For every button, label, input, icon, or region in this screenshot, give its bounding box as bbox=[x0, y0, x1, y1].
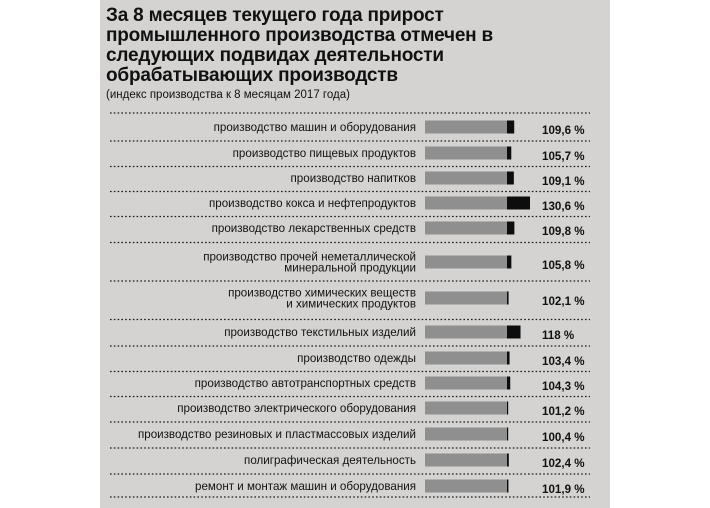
value-label: 130,6 % bbox=[542, 200, 585, 213]
base-bar bbox=[425, 453, 507, 467]
category-label: производство химических веществ bbox=[228, 287, 416, 300]
growth-bar bbox=[507, 120, 515, 134]
growth-bar bbox=[507, 401, 509, 415]
category-label: минеральной продукции bbox=[284, 262, 416, 275]
value-label: 101,2 % bbox=[542, 405, 585, 418]
category-label: производство текстильных изделий bbox=[224, 326, 416, 339]
base-bar bbox=[425, 427, 507, 441]
value-label: 102,4 % bbox=[542, 457, 585, 470]
base-bar bbox=[425, 376, 507, 390]
growth-bar bbox=[507, 171, 514, 185]
value-label: 102,1 % bbox=[542, 295, 585, 308]
growth-bar bbox=[507, 453, 509, 467]
growth-bar bbox=[507, 255, 512, 269]
base-bar bbox=[425, 401, 507, 415]
base-bar bbox=[425, 479, 507, 493]
chart-title: За 8 месяцев текущего года прирост промы… bbox=[106, 5, 494, 86]
growth-bar bbox=[507, 427, 509, 441]
value-label: 104,3 % bbox=[542, 380, 585, 393]
base-bar bbox=[425, 255, 507, 269]
growth-bar bbox=[507, 196, 530, 210]
growth-bar bbox=[507, 146, 512, 160]
category-label: производство лекарственных средств bbox=[212, 222, 416, 235]
bar-chart: производство машин и оборудования 109,6 %… bbox=[110, 112, 590, 498]
category-label: производство одежды bbox=[297, 352, 416, 365]
category-label: и химических продуктов bbox=[286, 298, 416, 311]
chart-background bbox=[100, 0, 610, 508]
value-label: 101,9 % bbox=[542, 483, 585, 496]
growth-bar bbox=[507, 376, 511, 390]
growth-bar bbox=[507, 291, 509, 305]
category-label: производство прочей неметаллической bbox=[203, 251, 416, 264]
growth-bar bbox=[507, 479, 509, 493]
value-label: 105,7 % bbox=[542, 150, 585, 163]
base-bar bbox=[425, 120, 507, 134]
value-label: 109,6 % bbox=[542, 124, 585, 137]
category-label: ремонт и монтаж машин и оборудования bbox=[195, 480, 416, 493]
value-label: 105,8 % bbox=[542, 259, 585, 272]
base-bar bbox=[425, 146, 507, 160]
category-label: полиграфическая деятельность bbox=[244, 454, 416, 467]
category-label: производство автотранспортных средств bbox=[195, 377, 416, 390]
base-bar bbox=[425, 196, 507, 210]
category-label: производство электрического оборудования bbox=[177, 402, 416, 415]
category-label: производство кокса и нефтепродуктов bbox=[209, 197, 416, 210]
category-label: производство пищевых продуктов bbox=[233, 147, 416, 160]
category-label: производство напитков bbox=[291, 172, 416, 185]
category-label: производство машин и оборудования bbox=[214, 121, 416, 134]
base-bar bbox=[425, 171, 507, 185]
base-bar bbox=[425, 325, 507, 339]
value-label: 100,4 % bbox=[542, 431, 585, 444]
growth-bar bbox=[507, 221, 515, 235]
base-bar bbox=[425, 291, 507, 305]
growth-bar bbox=[507, 325, 521, 339]
value-label: 118 % bbox=[542, 329, 574, 342]
value-label: 103,4 % bbox=[542, 355, 585, 368]
value-label: 109,8 % bbox=[542, 225, 585, 238]
base-bar bbox=[425, 351, 507, 365]
base-bar bbox=[425, 221, 507, 235]
value-label: 109,1 % bbox=[542, 175, 585, 188]
growth-bar bbox=[507, 351, 510, 365]
chart-subtitle: (индекс производства к 8 месяцам 2017 го… bbox=[106, 89, 350, 101]
category-label: производство резиновых и пластмассовых и… bbox=[138, 428, 416, 441]
